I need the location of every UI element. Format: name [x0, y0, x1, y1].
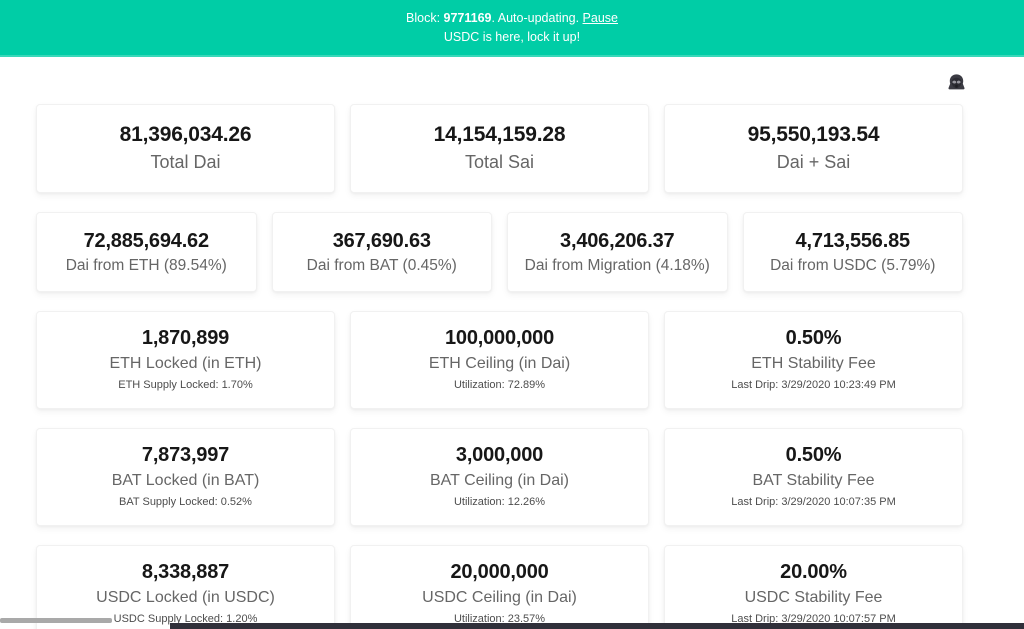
stat-subtext: Utilization: 23.57%: [453, 613, 546, 625]
stat-value: 20,000,000: [450, 561, 549, 583]
stat-value: 367,690.63: [332, 230, 431, 252]
usdc-stability-fee-card: 20.00% USDC Stability Fee Last Drip: 3/2…: [664, 545, 963, 629]
stat-subtext: USDC Supply Locked: 1.20%: [113, 613, 258, 625]
eth-locked-card: 1,870,899 ETH Locked (in ETH) ETH Supply…: [36, 311, 335, 409]
block-label: Block:: [406, 11, 444, 25]
stat-value: 3,406,206.37: [560, 230, 675, 252]
eth-ceiling-card: 100,000,000 ETH Ceiling (in Dai) Utiliza…: [350, 311, 649, 409]
total-sai-card: 14,154,159.28 Total Sai: [350, 104, 649, 193]
bat-locked-card: 7,873,997 BAT Locked (in BAT) BAT Supply…: [36, 428, 335, 526]
stat-subtext: BAT Supply Locked: 0.52%: [119, 496, 252, 508]
stat-value: 4,713,556.85: [795, 230, 911, 252]
stat-label: Total Sai: [464, 152, 535, 172]
status-banner: Block: 9771169. Auto-updating. Pause USD…: [0, 0, 1024, 57]
stat-label: Dai from ETH (89.54%): [65, 257, 227, 274]
total-dai-card: 81,396,034.26 Total Dai: [36, 104, 335, 193]
stat-value: 0.50%: [785, 444, 842, 466]
stat-value: 95,550,193.54: [747, 123, 880, 146]
bottom-dark-strip: [170, 623, 1024, 629]
dai-from-usdc-card: 4,713,556.85 Dai from USDC (5.79%): [742, 212, 963, 292]
stat-value: 20.00%: [780, 561, 847, 583]
stat-label: Dai from Migration (4.18%): [524, 257, 710, 274]
eth-stats-row: 1,870,899 ETH Locked (in ETH) ETH Supply…: [36, 311, 963, 409]
stat-label: Dai from USDC (5.79%): [770, 257, 936, 274]
stat-label: USDC Stability Fee: [744, 589, 883, 606]
stat-label: BAT Ceiling (in Dai): [429, 472, 569, 489]
stat-label: USDC Locked (in USDC): [96, 589, 275, 606]
theme-toggle-button[interactable]: [944, 73, 968, 97]
stat-label: Dai from BAT (0.45%): [306, 257, 457, 274]
stat-subtext: Last Drip: 3/29/2020 10:23:49 PM: [731, 379, 896, 391]
stat-label: ETH Ceiling (in Dai): [428, 355, 571, 372]
dai-from-migration-card: 3,406,206.37 Dai from Migration (4.18%): [507, 212, 728, 292]
stat-value: 14,154,159.28: [433, 123, 566, 146]
stat-label: BAT Stability Fee: [752, 472, 875, 489]
stat-label: Total Dai: [150, 152, 221, 172]
stat-label: USDC Ceiling (in Dai): [422, 589, 577, 606]
stat-value: 72,885,694.62: [83, 230, 210, 252]
stat-value: 7,873,997: [141, 444, 230, 466]
pause-link[interactable]: Pause: [582, 11, 618, 25]
stat-value: 100,000,000: [444, 327, 555, 349]
stat-label: ETH Stability Fee: [751, 355, 876, 372]
stat-value: 8,338,887: [141, 561, 230, 583]
banner-subtitle: USDC is here, lock it up!: [443, 30, 581, 44]
stat-value: 81,396,034.26: [119, 123, 252, 146]
stat-value: 0.50%: [785, 327, 842, 349]
dai-from-bat-card: 367,690.63 Dai from BAT (0.45%): [271, 212, 492, 292]
stat-subtext: Utilization: 72.89%: [453, 379, 546, 391]
eth-stability-fee-card: 0.50% ETH Stability Fee Last Drip: 3/29/…: [664, 311, 963, 409]
darth-vader-icon: [945, 72, 968, 98]
stat-value: 3,000,000: [455, 444, 544, 466]
stat-subtext: Last Drip: 3/29/2020 10:07:35 PM: [731, 496, 896, 508]
usdc-ceiling-card: 20,000,000 USDC Ceiling (in Dai) Utiliza…: [350, 545, 649, 629]
totals-row: 81,396,034.26 Total Dai 14,154,159.28 To…: [36, 104, 963, 193]
usdc-stats-row: 8,338,887 USDC Locked (in USDC) USDC Sup…: [36, 545, 963, 629]
stat-subtext: Utilization: 12.26%: [453, 496, 546, 508]
usdc-locked-card: 8,338,887 USDC Locked (in USDC) USDC Sup…: [36, 545, 335, 629]
block-status-line: Block: 9771169. Auto-updating. Pause: [0, 9, 1024, 28]
bat-ceiling-card: 3,000,000 BAT Ceiling (in Dai) Utilizati…: [350, 428, 649, 526]
bat-stats-row: 7,873,997 BAT Locked (in BAT) BAT Supply…: [36, 428, 963, 526]
dai-sources-row: 72,885,694.62 Dai from ETH (89.54%) 367,…: [36, 212, 963, 292]
stat-label: ETH Locked (in ETH): [109, 355, 262, 372]
stats-grid: 81,396,034.26 Total Dai 14,154,159.28 To…: [0, 57, 1024, 629]
bat-stability-fee-card: 0.50% BAT Stability Fee Last Drip: 3/29/…: [664, 428, 963, 526]
stat-label: BAT Locked (in BAT): [111, 472, 260, 489]
horizontal-scrollbar-thumb[interactable]: [0, 618, 112, 623]
block-number: 9771169: [443, 11, 492, 25]
stat-subtext: Last Drip: 3/29/2020 10:07:57 PM: [731, 613, 896, 625]
dai-from-eth-card: 72,885,694.62 Dai from ETH (89.54%): [36, 212, 257, 292]
stat-value: 1,870,899: [141, 327, 230, 349]
auto-updating-text: . Auto-updating.: [491, 11, 583, 25]
stat-label: Dai + Sai: [776, 152, 851, 172]
stat-subtext: ETH Supply Locked: 1.70%: [118, 379, 253, 391]
dai-plus-sai-card: 95,550,193.54 Dai + Sai: [664, 104, 963, 193]
